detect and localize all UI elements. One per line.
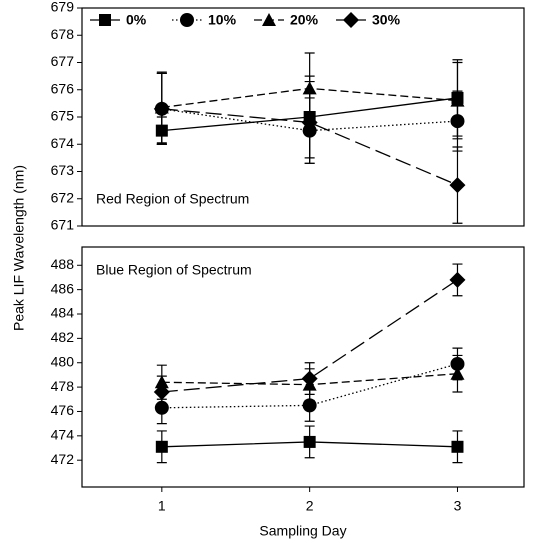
- legend-marker: [99, 14, 111, 26]
- marker: [303, 435, 316, 448]
- legend-label: 0%: [126, 12, 147, 28]
- y-tick-label: 478: [51, 378, 75, 394]
- legend-label: 20%: [290, 12, 319, 28]
- marker: [449, 177, 466, 194]
- y-tick-label: 472: [51, 451, 75, 467]
- y-tick-label: 677: [51, 53, 75, 69]
- x-tick-label: 2: [306, 498, 314, 514]
- y-tick-label: 484: [51, 305, 75, 321]
- plot-frame: [81, 246, 525, 488]
- annotation: Red Region of Spectrum: [96, 191, 249, 207]
- marker: [449, 271, 466, 288]
- marker: [450, 93, 465, 107]
- legend-label: 10%: [208, 12, 237, 28]
- y-tick-label: 673: [51, 162, 75, 178]
- marker: [302, 398, 317, 413]
- y-tick-label: 474: [51, 427, 75, 443]
- marker: [451, 440, 464, 453]
- y-tick-label: 671: [51, 217, 75, 233]
- y-tick-label: 488: [51, 256, 75, 272]
- marker: [301, 114, 318, 131]
- y-tick-label: 480: [51, 353, 75, 369]
- y-tick-label: 486: [51, 280, 75, 296]
- y-tick-label: 476: [51, 402, 75, 418]
- legend-marker: [343, 12, 359, 28]
- x-tick-label: 3: [454, 498, 462, 514]
- marker: [153, 100, 170, 117]
- y-tick-label: 674: [51, 135, 75, 151]
- y-tick-label: 678: [51, 26, 75, 42]
- marker: [450, 366, 465, 380]
- y-tick-label: 675: [51, 108, 75, 124]
- marker: [153, 383, 170, 400]
- y-tick-label: 482: [51, 329, 75, 345]
- series-line: [161, 279, 458, 393]
- marker: [155, 440, 168, 453]
- series-line: [161, 108, 458, 186]
- legend-marker: [180, 13, 194, 27]
- annotation: Blue Region of Spectrum: [96, 262, 252, 278]
- legend-label: 30%: [372, 12, 401, 28]
- x-tick-label: 1: [158, 498, 166, 514]
- y-axis-label: Peak LIF Wavelength (nm): [11, 165, 27, 331]
- legend-marker: [262, 13, 276, 26]
- marker: [301, 370, 318, 387]
- x-axis-label: Sampling Day: [259, 523, 346, 539]
- y-tick-label: 679: [51, 0, 75, 15]
- series-line: [161, 363, 458, 409]
- y-tick-label: 672: [51, 189, 75, 205]
- y-tick-label: 676: [51, 80, 75, 96]
